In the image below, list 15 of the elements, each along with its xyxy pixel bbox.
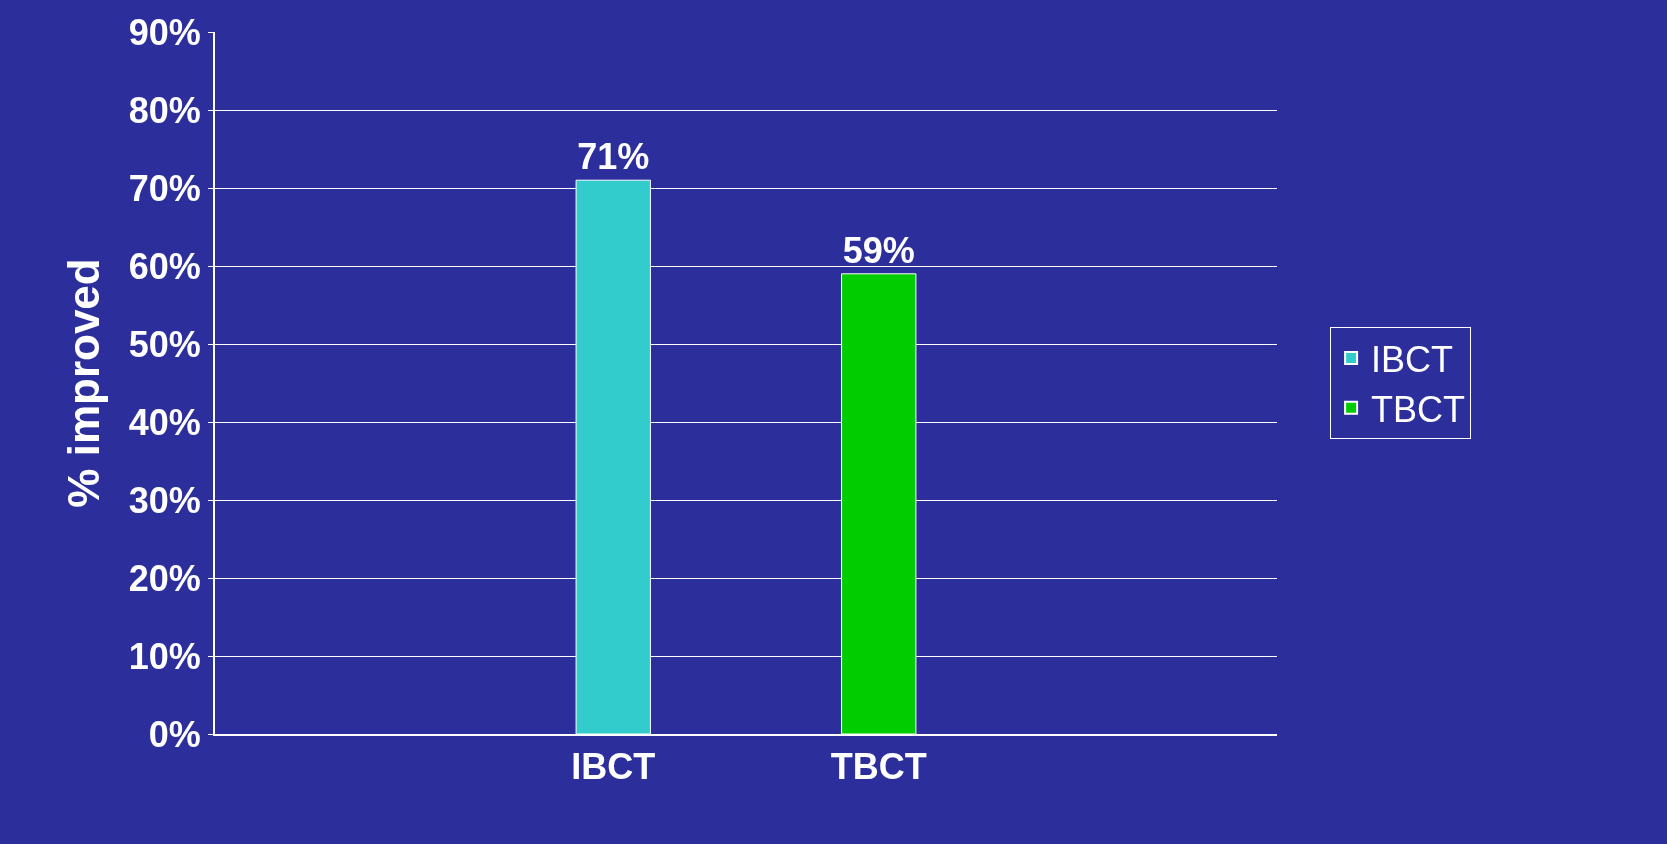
y-tick-label: 20% [128, 557, 201, 599]
y-tick-label: 90% [128, 11, 201, 53]
y-tick-label: 60% [128, 245, 201, 287]
legend-label: IBCT [1371, 338, 1454, 380]
legend-label: TBCT [1371, 388, 1466, 430]
y-tick-label: 70% [128, 167, 201, 209]
y-tick-label: 0% [148, 713, 201, 755]
y-tick-label: 50% [128, 323, 201, 365]
data-label: 59% [842, 229, 915, 271]
y-tick-label: 40% [128, 401, 201, 443]
y-tick-label: 30% [128, 479, 201, 521]
y-axis-title: % improved [59, 258, 109, 508]
y-tick-label: 10% [128, 635, 201, 677]
y-tick-label: 80% [128, 89, 201, 131]
data-label: 71% [577, 136, 650, 178]
